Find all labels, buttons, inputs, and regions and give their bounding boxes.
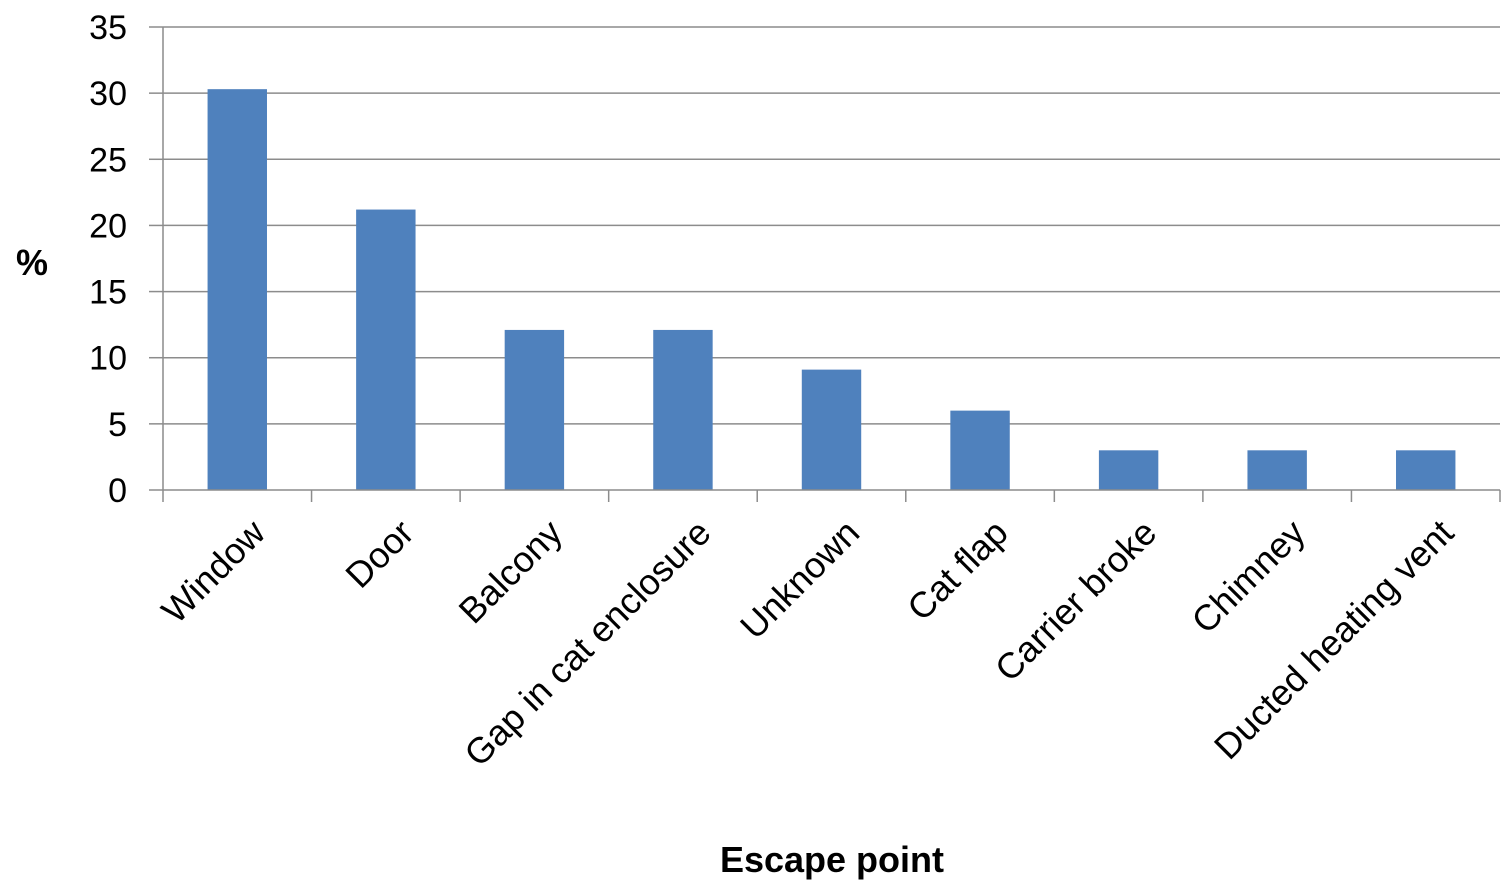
y-tick-label: 20 xyxy=(89,207,127,245)
x-tick-label: Gap in cat enclosure xyxy=(456,512,718,774)
y-tick-label: 35 xyxy=(89,9,127,47)
y-tick-label: 25 xyxy=(89,141,127,179)
bar-door xyxy=(356,209,416,490)
y-tick-label: 10 xyxy=(89,340,127,378)
x-tick-label: Window xyxy=(153,511,273,631)
axes xyxy=(162,27,1501,502)
y-tick-label: 30 xyxy=(89,75,127,113)
bars xyxy=(207,89,1456,490)
y-tick-labels: 0 5 10 15 20 25 30 35 xyxy=(89,9,127,510)
bar-unknown xyxy=(801,369,862,490)
x-tick-label: Door xyxy=(337,512,421,596)
bar-chimney xyxy=(1247,450,1307,490)
y-axis-title: % xyxy=(16,242,48,283)
y-tick-label: 0 xyxy=(108,472,127,510)
bar-carrier-broke xyxy=(1098,450,1159,490)
x-tick-label: Carrier broke xyxy=(987,512,1165,690)
x-tick-label: Cat flap xyxy=(899,512,1016,629)
y-tick-label: 15 xyxy=(89,274,127,312)
x-tick-label: Unknown xyxy=(732,512,867,647)
bar-balcony xyxy=(504,329,565,490)
x-tick-label: Balcony xyxy=(450,512,570,632)
bar-ducted-heating-vent xyxy=(1396,450,1456,490)
x-axis-title: Escape point xyxy=(720,839,944,880)
x-tick-label: Chimney xyxy=(1183,512,1312,641)
bar-gap-in-cat-enclosure xyxy=(653,329,713,490)
y-tick-label: 5 xyxy=(108,406,127,444)
bar-cat-flap xyxy=(950,410,1010,490)
bar-window xyxy=(207,89,267,490)
